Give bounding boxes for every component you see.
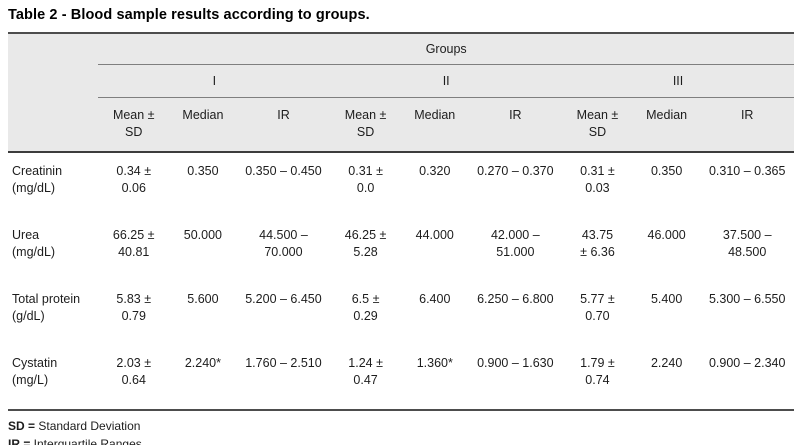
cell-ir: 5.200 – 6.450: [236, 281, 331, 345]
footnote-text: Standard Deviation: [35, 419, 141, 433]
col-header-ir: IR: [236, 97, 331, 153]
cell-ir: 44.500 – 70.000: [236, 217, 331, 281]
blood-results-table: Groups I II III Mean ± SD Median IR: [8, 34, 794, 409]
cell-mean-sd: 0.31 ± 0.0: [330, 152, 401, 217]
row-label: Urea (mg/dL): [8, 217, 99, 281]
column-headers-row: Mean ± SD Median IR Mean ± SD Median IR …: [8, 97, 794, 153]
group-3-header: III: [562, 64, 794, 98]
analyte-name: Cystatin: [12, 356, 58, 370]
footnotes: SD = Standard Deviation IR = Interquarti…: [8, 418, 794, 445]
cell-ir: 0.900 – 1.630: [468, 345, 563, 409]
cell-mean-sd: 2.03 ± 0.64: [98, 345, 170, 409]
cell-median: 46.000: [632, 217, 701, 281]
cell-median: 2.240*: [169, 345, 237, 409]
analyte-unit: (mg/L): [12, 373, 49, 387]
table-header: Groups I II III Mean ± SD Median IR: [8, 34, 794, 153]
mean-label-line2: SD: [356, 125, 375, 139]
group-numerals-row: I II III: [8, 64, 794, 98]
row-label: Creatinin (mg/dL): [8, 152, 99, 217]
cell-median: 1.360*: [400, 345, 469, 409]
cell-mean-sd: 5.83 ± 0.79: [98, 281, 170, 345]
cell-ir: 0.900 – 2.340: [700, 345, 794, 409]
table-title: Table 2 - Blood sample results according…: [8, 7, 370, 23]
cell-median: 50.000: [169, 217, 237, 281]
corner-spacer: [8, 97, 99, 153]
analyte-name: Creatinin: [12, 164, 63, 178]
col-header-ir: IR: [468, 97, 563, 153]
cell-mean-sd: 1.79 ± 0.74: [562, 345, 633, 409]
cell-median: 0.320: [400, 152, 469, 217]
footnote-sd: SD = Standard Deviation: [8, 418, 794, 436]
cell-median: 5.400: [632, 281, 701, 345]
mean-label-line1: Mean ±: [344, 108, 387, 122]
group-1-header: I: [98, 64, 331, 98]
analyte-name: Total protein: [12, 292, 81, 306]
row-label: Total protein (g/dL): [8, 281, 99, 345]
cell-ir: 0.310 – 0.365: [700, 152, 794, 217]
table-row-creatinin: Creatinin (mg/dL) 0.34 ± 0.06 0.350 0.35…: [8, 152, 794, 217]
cell-ir: 37.500 – 48.500: [700, 217, 794, 281]
table-body: Creatinin (mg/dL) 0.34 ± 0.06 0.350 0.35…: [8, 152, 794, 409]
cell-ir: 0.270 – 0.370: [468, 152, 563, 217]
table-row-cystatin: Cystatin (mg/L) 2.03 ± 0.64 2.240* 1.760…: [8, 345, 794, 409]
cell-mean-sd: 46.25 ± 5.28: [330, 217, 401, 281]
table-row-total-protein: Total protein (g/dL) 5.83 ± 0.79 5.600 5…: [8, 281, 794, 345]
col-header-ir: IR: [700, 97, 794, 153]
col-header-mean-sd: Mean ± SD: [98, 97, 170, 153]
corner-spacer: [8, 65, 98, 98]
cell-mean-sd: 0.31 ± 0.03: [562, 152, 633, 217]
cell-ir: 1.760 – 2.510: [236, 345, 331, 409]
analyte-name: Urea: [12, 228, 40, 242]
cell-median: 0.350: [632, 152, 701, 217]
cell-median: 44.000: [400, 217, 469, 281]
cell-ir: 42.000 – 51.000: [468, 217, 563, 281]
mean-label-line1: Mean ±: [576, 108, 619, 122]
footnote-text: Interquartile Ranges: [30, 436, 142, 445]
table-container: Groups I II III Mean ± SD Median IR: [8, 32, 794, 411]
groups-header: Groups: [98, 34, 794, 65]
cell-ir: 0.350 – 0.450: [236, 152, 331, 217]
cell-median: 5.600: [169, 281, 237, 345]
mean-label-line1: Mean ±: [112, 108, 155, 122]
footnote-abbr: IR =: [8, 436, 31, 445]
footnote-abbr: SD =: [8, 419, 36, 433]
mean-label-line2: SD: [588, 125, 607, 139]
col-header-mean-sd: Mean ± SD: [330, 97, 401, 153]
cell-median: 0.350: [169, 152, 237, 217]
cell-median: 2.240: [632, 345, 701, 409]
cell-median: 6.400: [400, 281, 469, 345]
cell-mean-sd: 5.77 ± 0.70: [562, 281, 633, 345]
col-header-median: Median: [400, 97, 469, 153]
footnote-ir: IR = Interquartile Ranges: [8, 436, 794, 445]
cell-ir: 5.300 – 6.550: [700, 281, 794, 345]
mean-label-line2: SD: [125, 125, 143, 139]
analyte-unit: (g/dL): [12, 309, 45, 323]
analyte-unit: (mg/dL): [12, 245, 56, 259]
cell-mean-sd: 0.34 ± 0.06: [98, 152, 170, 217]
col-header-median: Median: [169, 97, 237, 153]
col-header-mean-sd: Mean ± SD: [562, 97, 633, 153]
col-header-median: Median: [632, 97, 701, 153]
cell-mean-sd: 6.5 ± 0.29: [330, 281, 401, 345]
row-label: Cystatin (mg/L): [8, 345, 99, 409]
corner-spacer: [8, 34, 98, 65]
cell-mean-sd: 66.25 ± 40.81: [98, 217, 170, 281]
analyte-unit: (mg/dL): [12, 181, 56, 195]
cell-mean-sd: 43.75 ± 6.36: [562, 217, 633, 281]
table-row-urea: Urea (mg/dL) 66.25 ± 40.81 50.000 44.500…: [8, 217, 794, 281]
groups-header-row: Groups: [8, 34, 794, 65]
group-2-header: II: [330, 64, 563, 98]
cell-mean-sd: 1.24 ± 0.47: [330, 345, 401, 409]
cell-ir: 6.250 – 6.800: [468, 281, 563, 345]
